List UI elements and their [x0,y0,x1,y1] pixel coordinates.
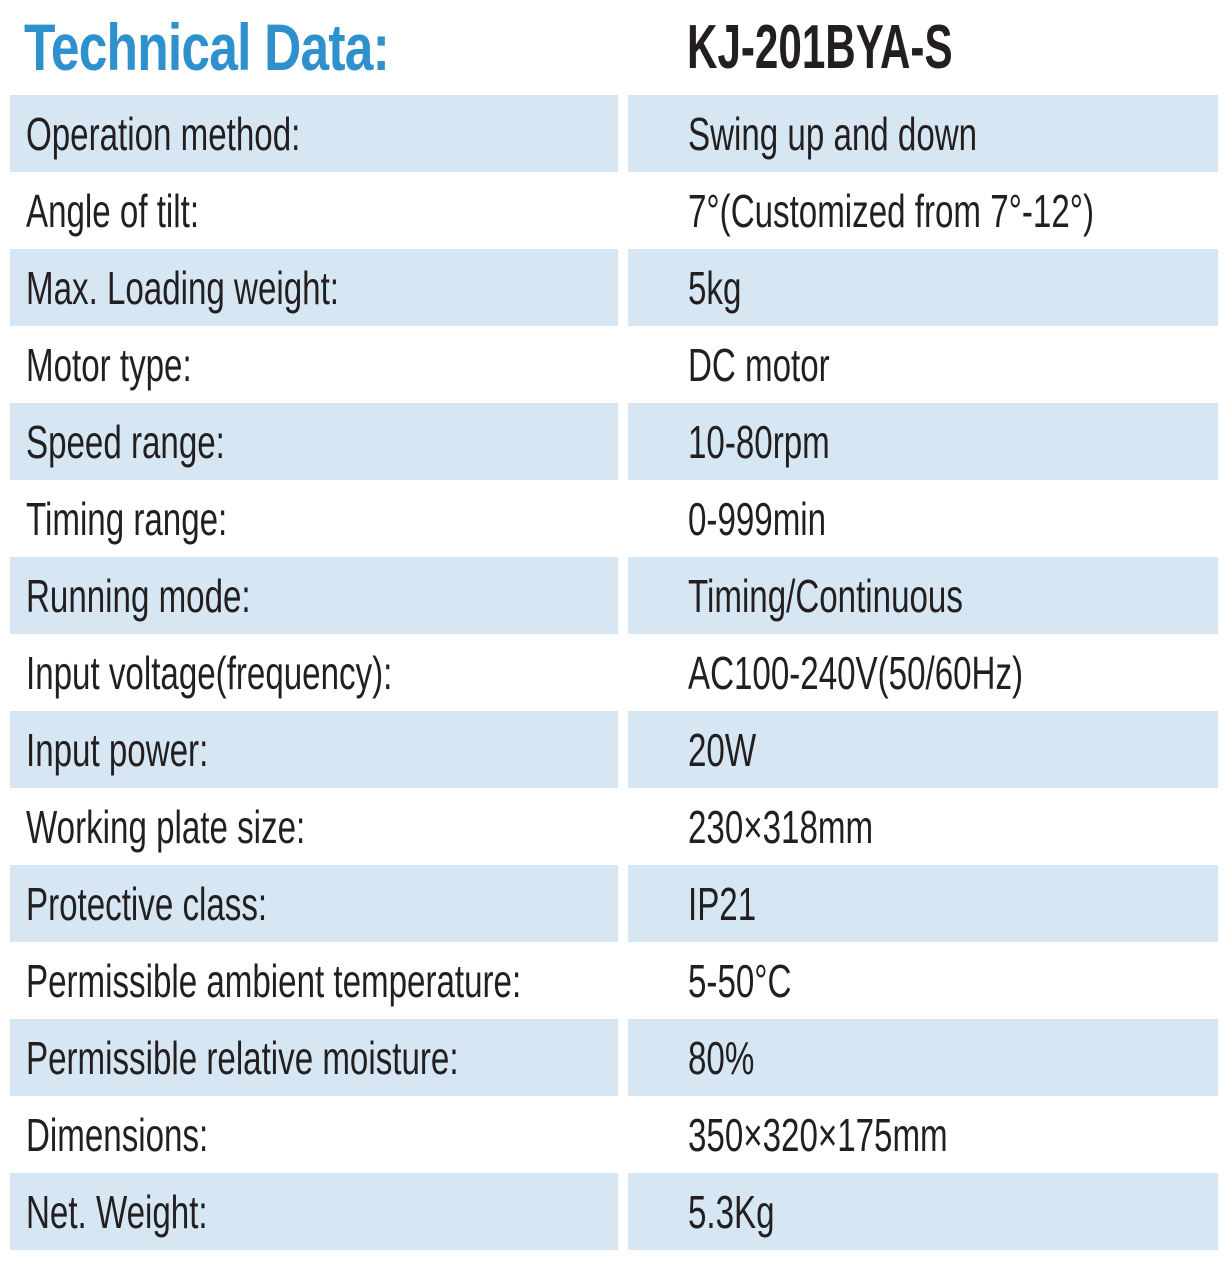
spec-label-cell: Dimensions: [10,1096,618,1173]
column-gap [618,172,628,249]
spec-label-cell: Timing range: [10,480,618,557]
spec-label: Dimensions: [26,1108,209,1161]
spec-value: DC motor [688,338,830,391]
spec-value: 350×320×175mm [688,1108,948,1161]
column-gap [618,865,628,942]
spec-value: IP21 [688,877,757,930]
spec-value: 10-80rpm [688,415,830,468]
spec-value-cell: 350×320×175mm [628,1096,1218,1173]
spec-label: Working plate size: [26,800,306,853]
column-gap [618,557,628,634]
spec-label: Input power: [26,723,209,776]
table-row: Timing range: 0-999min [10,480,1218,557]
column-gap [618,249,628,326]
column-gap [618,1019,628,1096]
column-gap [618,1173,628,1250]
model-number: KJ-201BYA-S [687,13,953,82]
spec-label: Motor type: [26,338,192,391]
table-row: Operation method: Swing up and down [10,95,1218,172]
spec-label: Speed range: [26,415,225,468]
spec-value-cell: 5.3Kg [628,1173,1218,1250]
column-gap [618,788,628,865]
spec-label: Input voltage(frequency): [26,646,393,699]
spec-label-cell: Max. Loading weight: [10,249,618,326]
spec-value: 5kg [688,261,742,314]
spec-value-cell: 230×318mm [628,788,1218,865]
table-row: Net. Weight: 5.3Kg [10,1173,1218,1250]
spec-value-cell: Timing/Continuous [628,557,1218,634]
spec-value-cell: IP21 [628,865,1218,942]
spec-value: AC100-240V(50/60Hz) [688,646,1024,699]
spec-value-cell: 0-999min [628,480,1218,557]
spec-label-cell: Working plate size: [10,788,618,865]
spec-label: Timing range: [26,492,228,545]
page-title: Technical Data: [24,10,390,84]
spec-value-cell: 80% [628,1019,1218,1096]
spec-label-cell: Protective class: [10,865,618,942]
spec-label-cell: Input power: [10,711,618,788]
spec-value-cell: DC motor [628,326,1218,403]
spec-value: 80% [688,1031,755,1084]
spec-label-cell: Angle of tilt: [10,172,618,249]
spec-label-cell: Input voltage(frequency): [10,634,618,711]
spec-label-cell: Permissible relative moisture: [10,1019,618,1096]
spec-label-cell: Operation method: [10,95,618,172]
spec-value: 7°(Customized from 7°-12°) [688,184,1095,237]
header: Technical Data: KJ-201BYA-S [0,0,1229,95]
spec-value: 20W [688,723,757,776]
spec-label: Permissible ambient temperature: [26,954,522,1007]
spec-label: Permissible relative moisture: [26,1031,459,1084]
table-row: Motor type: DC motor [10,326,1218,403]
spec-label-cell: Net. Weight: [10,1173,618,1250]
column-gap [618,480,628,557]
table-row: Protective class: IP21 [10,865,1218,942]
spec-value: Timing/Continuous [688,569,963,622]
spec-label-cell: Motor type: [10,326,618,403]
column-gap [618,1096,628,1173]
table-row: Dimensions: 350×320×175mm [10,1096,1218,1173]
spec-label-cell: Permissible ambient temperature: [10,942,618,1019]
spec-label: Max. Loading weight: [26,261,339,314]
table-row: Speed range: 10-80rpm [10,403,1218,480]
spec-label: Angle of tilt: [26,184,200,237]
spec-label: Net. Weight: [26,1185,208,1238]
spec-value-cell: 20W [628,711,1218,788]
spec-value: 5.3Kg [688,1185,775,1238]
spec-table: Operation method: Swing up and down Angle … [10,95,1218,1250]
spec-value-cell: 5kg [628,249,1218,326]
spec-value-cell: AC100-240V(50/60Hz) [628,634,1218,711]
spec-label: Running mode: [26,569,251,622]
table-row: Angle of tilt: 7°(Customized from 7°-12°) [10,172,1218,249]
table-row: Max. Loading weight: 5kg [10,249,1218,326]
spec-value-cell: Swing up and down [628,95,1218,172]
spec-value-cell: 7°(Customized from 7°-12°) [628,172,1218,249]
column-gap [618,403,628,480]
table-row: Permissible ambient temperature: 5-50°C [10,942,1218,1019]
table-row: Permissible relative moisture: 80% [10,1019,1218,1096]
column-gap [618,95,628,172]
spec-value: 5-50°C [688,954,792,1007]
table-row: Working plate size: 230×318mm [10,788,1218,865]
spec-value: Swing up and down [688,107,978,160]
table-row: Input voltage(frequency): AC100-240V(50/6… [10,634,1218,711]
column-gap [618,942,628,1019]
spec-value: 230×318mm [688,800,874,853]
spec-label-cell: Speed range: [10,403,618,480]
spec-label: Protective class: [26,877,268,930]
spec-label: Operation method: [26,107,301,160]
column-gap [618,711,628,788]
spec-value: 0-999min [688,492,827,545]
table-row: Input power: 20W [10,711,1218,788]
table-row: Running mode: Timing/Continuous [10,557,1218,634]
column-gap [618,326,628,403]
spec-value-cell: 10-80rpm [628,403,1218,480]
spec-label-cell: Running mode: [10,557,618,634]
column-gap [618,634,628,711]
spec-value-cell: 5-50°C [628,942,1218,1019]
